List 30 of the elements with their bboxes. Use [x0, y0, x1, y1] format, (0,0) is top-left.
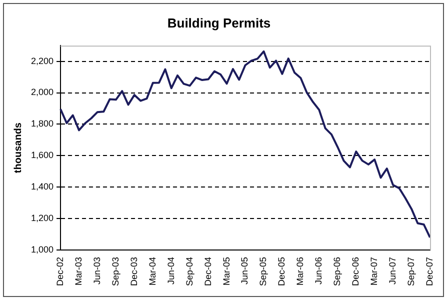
- x-tick-label: Dec-03: [128, 256, 139, 286]
- y-tick-label: 2,200: [30, 56, 54, 66]
- y-tick-label: 1,200: [30, 213, 54, 224]
- x-tick-label: Dec-04: [202, 256, 213, 286]
- x-tick-label: Mar-03: [73, 256, 84, 286]
- x-tick-label: Sep-07: [406, 256, 416, 286]
- y-tick-label: 2,000: [30, 87, 54, 98]
- y-tick-label: 1,600: [30, 150, 54, 160]
- x-tick-label: Sep-05: [258, 256, 268, 286]
- x-tick-label: Mar-06: [295, 256, 306, 286]
- x-tick-label: Mar-07: [369, 256, 380, 286]
- x-tick-label: Jun-03: [92, 256, 102, 285]
- x-tick-label: Jun-06: [314, 256, 324, 285]
- x-tick-label: Jun-05: [240, 256, 250, 285]
- y-tick-label: 1,800: [30, 118, 54, 129]
- x-tick-label: Sep-06: [332, 256, 342, 286]
- x-tick-label: Dec-02: [55, 256, 66, 286]
- x-tick-label: Dec-06: [350, 256, 361, 286]
- y-tick-label: 1,000: [30, 244, 54, 254]
- x-tick-label: Mar-05: [221, 256, 232, 286]
- x-tick-label: Sep-03: [110, 256, 120, 286]
- x-tick-label: Jun-04: [166, 256, 176, 285]
- x-tick-label: Dec-05: [276, 256, 287, 286]
- y-tick-label: 1,400: [30, 182, 54, 192]
- x-tick-label: Mar-04: [147, 256, 158, 286]
- chart-title: Building Permits: [167, 15, 271, 30]
- x-tick-label: Dec-07: [424, 256, 434, 286]
- x-tick-label: Sep-04: [184, 256, 194, 286]
- y-axis-title: thousands: [12, 122, 24, 174]
- x-tick-label: Jun-07: [388, 256, 398, 285]
